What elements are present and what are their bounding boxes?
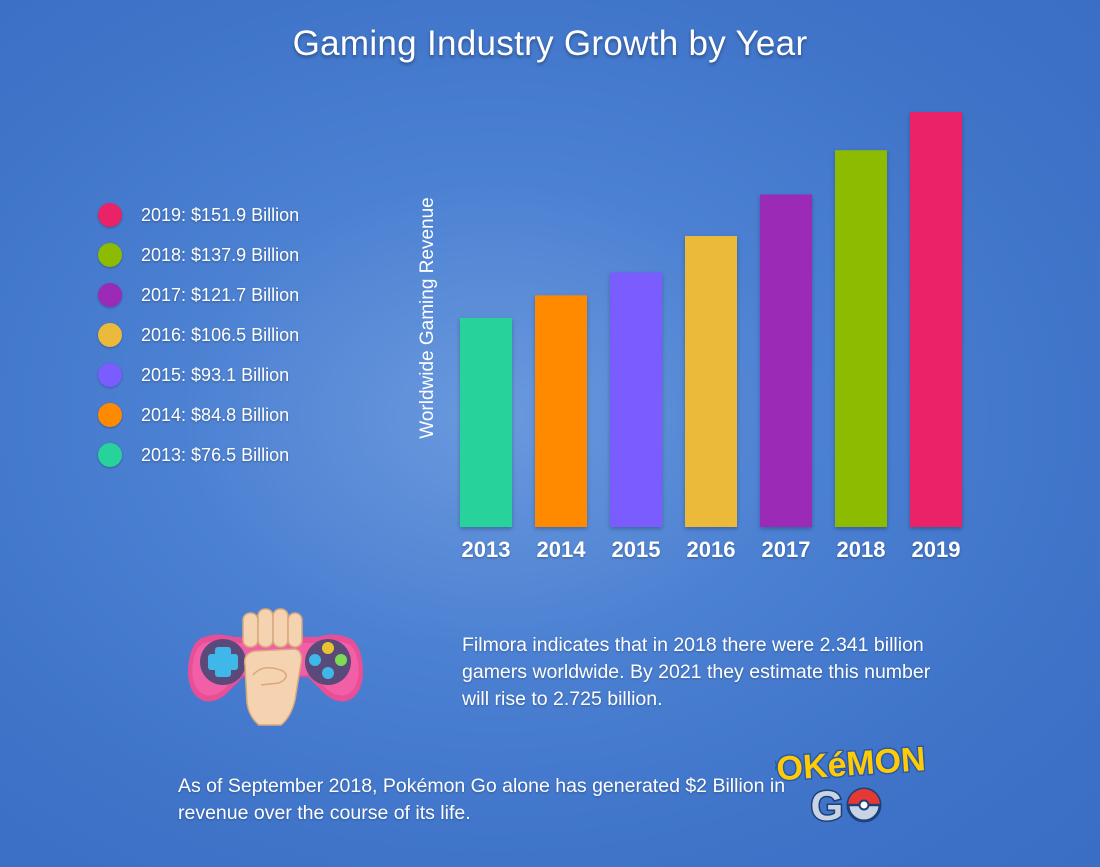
legend-color-dot xyxy=(98,323,122,347)
legend-label: 2015: $93.1 Billion xyxy=(141,364,290,385)
bar-2019 xyxy=(910,112,962,527)
x-tick-label: 2013 xyxy=(462,537,511,562)
bar-2015 xyxy=(610,272,662,527)
legend-item: 2013: $76.5 Billion xyxy=(98,440,289,470)
legend-item: 2015: $93.1 Billion xyxy=(98,360,289,390)
legend-item: 2018: $137.9 Billion xyxy=(98,240,299,270)
legend-item: 2019: $151.9 Billion xyxy=(98,200,299,230)
legend-item: 2016: $106.5 Billion xyxy=(98,320,299,350)
x-tick-label: 2016 xyxy=(687,537,736,562)
legend-color-dot xyxy=(98,443,122,467)
legend-color-dot xyxy=(98,363,122,387)
x-tick-label: 2017 xyxy=(762,537,811,562)
x-tick-label: 2015 xyxy=(612,537,661,562)
x-tick-label: 2018 xyxy=(837,537,886,562)
x-tick-label: 2014 xyxy=(537,537,587,562)
legend-label: 2017: $121.7 Billion xyxy=(141,284,300,305)
legend-color-dot xyxy=(98,283,122,307)
legend-color-dot xyxy=(98,403,122,427)
gamers-fact-text: Filmora indicates that in 2018 there wer… xyxy=(462,634,931,710)
pokemon-go-logo: POKéMON G xyxy=(775,739,925,831)
chart-title: Gaming Industry Growth by Year xyxy=(292,24,808,63)
legend-label: 2013: $76.5 Billion xyxy=(141,444,290,465)
legend-item: 2017: $121.7 Billion xyxy=(98,280,299,310)
legend-label: 2018: $137.9 Billion xyxy=(141,244,300,265)
game-controller-fist-icon xyxy=(188,608,363,726)
bar-2014 xyxy=(535,295,587,527)
legend-color-dot xyxy=(98,203,122,227)
bar-2013 xyxy=(460,317,512,527)
bar-2018 xyxy=(835,150,887,527)
y-axis-label: Worldwide Gaming Revenue xyxy=(417,197,438,439)
bar-2016 xyxy=(685,236,737,527)
bar-2017 xyxy=(760,194,812,527)
legend-item: 2014: $84.8 Billion xyxy=(98,400,289,430)
legend-label: 2014: $84.8 Billion xyxy=(141,404,290,425)
bar-chart: Worldwide Gaming Revenue 2013 2014 2015 2016… xyxy=(417,112,962,562)
svg-text:POKéMON: POKéMON xyxy=(775,740,925,790)
pokemon-go-fact-text: As of September 2018, Pokémon Go alone h… xyxy=(178,775,786,824)
svg-text:G: G xyxy=(811,782,844,829)
legend-color-dot xyxy=(98,243,122,267)
legend-label: 2019: $151.9 Billion xyxy=(141,204,300,225)
x-tick-label: 2019 xyxy=(912,537,961,562)
legend-label: 2016: $106.5 Billion xyxy=(141,324,300,345)
